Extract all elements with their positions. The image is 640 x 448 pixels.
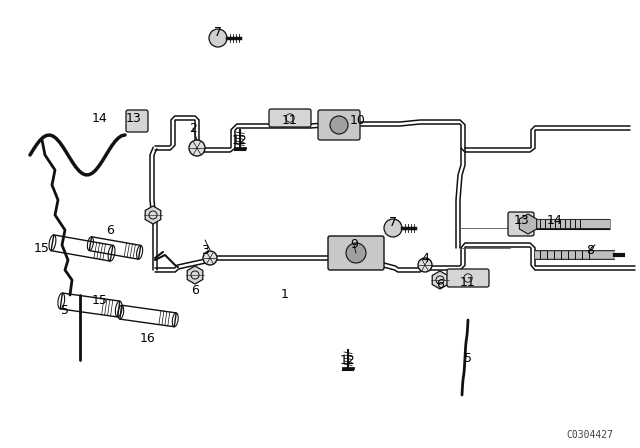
Circle shape (418, 258, 432, 272)
FancyBboxPatch shape (508, 212, 534, 236)
Text: 13: 13 (126, 112, 142, 125)
Text: 6: 6 (436, 279, 444, 292)
Circle shape (346, 243, 366, 263)
Text: 5: 5 (61, 303, 69, 316)
FancyBboxPatch shape (126, 110, 148, 132)
Text: 11: 11 (282, 113, 298, 126)
Text: 8: 8 (586, 244, 594, 257)
Text: 15: 15 (34, 241, 50, 254)
Text: 12: 12 (232, 134, 248, 146)
Text: C0304427: C0304427 (566, 430, 614, 440)
Text: 11: 11 (460, 276, 476, 289)
Text: 6: 6 (191, 284, 199, 297)
Text: 12: 12 (340, 353, 356, 366)
Text: 4: 4 (421, 251, 429, 264)
Polygon shape (519, 214, 537, 234)
Text: 13: 13 (514, 214, 530, 227)
Text: 3: 3 (201, 244, 209, 257)
FancyBboxPatch shape (269, 109, 311, 127)
Text: 5: 5 (464, 352, 472, 365)
Text: 7: 7 (389, 215, 397, 228)
Text: 2: 2 (189, 121, 197, 134)
Text: 9: 9 (350, 238, 358, 251)
Polygon shape (145, 206, 161, 224)
Text: 6: 6 (106, 224, 114, 237)
Circle shape (209, 29, 227, 47)
Circle shape (189, 140, 205, 156)
Text: 15: 15 (92, 293, 108, 306)
Circle shape (203, 251, 217, 265)
Polygon shape (188, 266, 203, 284)
FancyBboxPatch shape (318, 110, 360, 140)
Circle shape (384, 219, 402, 237)
Text: 14: 14 (547, 214, 563, 227)
Circle shape (330, 116, 348, 134)
Text: 7: 7 (214, 26, 222, 39)
FancyBboxPatch shape (447, 269, 489, 287)
Text: 14: 14 (92, 112, 108, 125)
Polygon shape (432, 271, 448, 289)
Text: 16: 16 (140, 332, 156, 345)
FancyBboxPatch shape (328, 236, 384, 270)
Text: 1: 1 (281, 289, 289, 302)
Text: 10: 10 (350, 113, 366, 126)
